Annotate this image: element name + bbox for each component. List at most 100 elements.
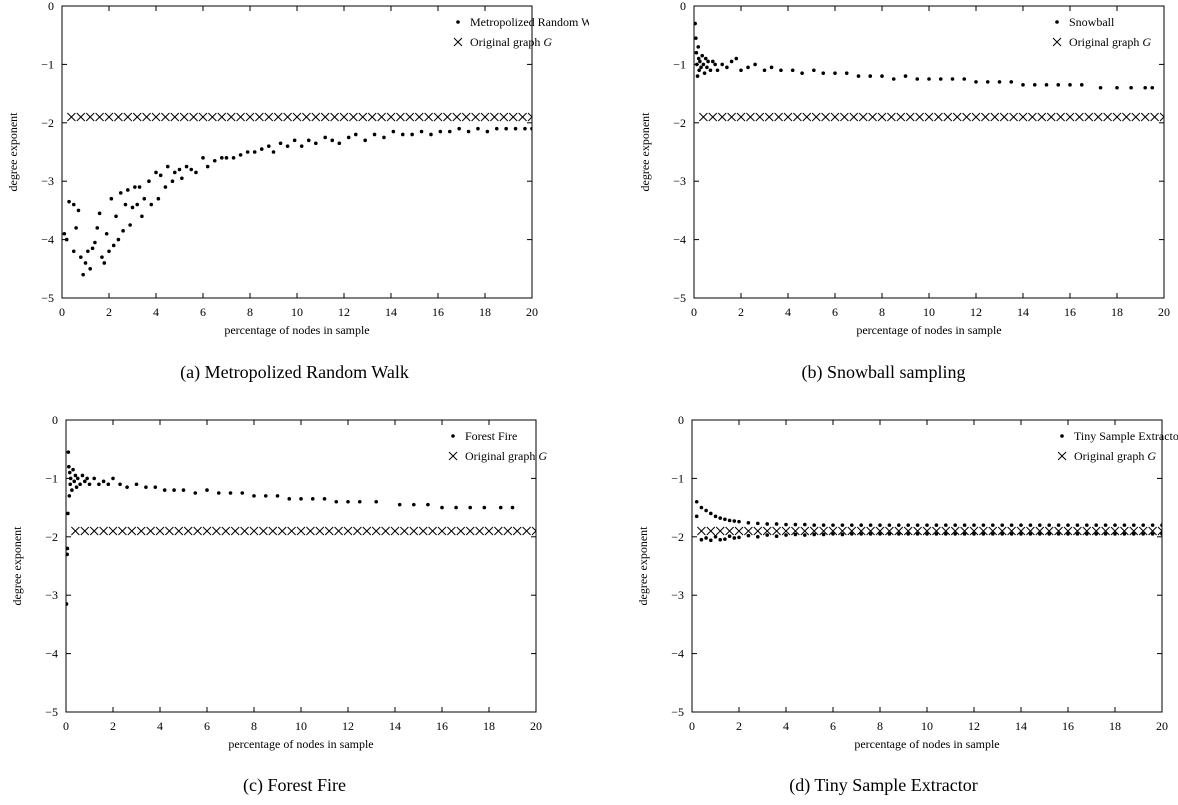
data-point	[1009, 532, 1014, 536]
x-tick-label: 16	[436, 719, 448, 733]
data-point	[330, 138, 335, 143]
data-point	[287, 497, 292, 501]
data-point	[201, 156, 205, 160]
reference-marker	[480, 112, 490, 122]
reference-marker	[296, 526, 306, 536]
reference-marker	[302, 112, 311, 122]
data-point	[83, 261, 88, 265]
data-point	[711, 59, 715, 64]
data-point	[897, 523, 901, 527]
x-tick-label: 8	[877, 719, 883, 733]
data-point	[774, 522, 779, 526]
reference-marker	[292, 112, 302, 122]
data-point	[74, 485, 79, 489]
data-point	[897, 532, 901, 536]
y-axis-label: degree exponent	[10, 526, 24, 606]
data-point	[880, 74, 884, 78]
data-point	[189, 167, 194, 172]
reference-marker	[887, 112, 896, 122]
data-point	[170, 179, 175, 183]
data-point	[1129, 85, 1133, 90]
data-point	[494, 126, 499, 131]
data-point	[859, 523, 863, 527]
data-point	[180, 176, 184, 181]
data-point	[100, 255, 104, 259]
y-tick-label: −4	[673, 233, 686, 247]
x-tick-label: 6	[204, 719, 210, 733]
reference-marker	[67, 112, 76, 122]
data-point	[85, 476, 89, 481]
data-point	[694, 50, 699, 55]
legend-label: Original graph G	[1069, 35, 1151, 49]
data-point	[793, 522, 798, 527]
x-tick-label: 14	[1017, 305, 1029, 319]
data-point	[696, 45, 701, 49]
data-point	[513, 126, 518, 131]
reference-marker	[821, 112, 830, 122]
reference-marker	[183, 526, 193, 536]
data-point	[784, 522, 788, 527]
y-tick-label: −2	[41, 116, 54, 130]
reference-marker	[1120, 526, 1129, 536]
data-point	[985, 80, 990, 84]
reference-marker	[471, 112, 480, 122]
plot-frame	[693, 5, 1165, 299]
reference-marker	[699, 112, 708, 122]
data-point	[790, 68, 795, 73]
x-tick-label: 0	[691, 305, 697, 319]
data-point	[1094, 532, 1098, 536]
reference-marker	[932, 526, 941, 536]
reference-marker	[136, 526, 146, 536]
data-point	[135, 202, 139, 207]
data-point	[1019, 532, 1023, 536]
legend-label: Metropolized Random Walk	[470, 15, 589, 29]
data-point	[400, 132, 405, 137]
data-point	[981, 523, 986, 527]
data-point	[447, 129, 452, 134]
data-point	[97, 211, 102, 216]
caption-c: (c) Forest Fire	[243, 775, 346, 795]
data-point	[75, 476, 80, 481]
data-point	[887, 523, 892, 527]
reference-marker	[221, 526, 231, 536]
x-tick-label: 4	[783, 719, 789, 733]
data-point	[334, 499, 339, 504]
data-point	[991, 523, 995, 527]
x-tick-label: 14	[1015, 719, 1027, 733]
reference-marker	[114, 112, 123, 122]
reference-marker	[518, 112, 527, 122]
reference-marker	[950, 526, 960, 536]
data-point	[934, 523, 939, 527]
data-point	[111, 476, 115, 481]
reference-marker	[755, 112, 765, 122]
caption-b: (b) Snowball sampling	[801, 362, 966, 382]
data-point	[1160, 523, 1162, 527]
data-point	[1047, 532, 1051, 536]
y-tick-label: −4	[41, 233, 54, 247]
reference-marker	[915, 112, 924, 122]
data-point	[765, 522, 769, 526]
data-point	[700, 53, 705, 58]
data-point	[694, 36, 698, 40]
data-point	[831, 532, 835, 536]
reference-marker	[762, 526, 772, 536]
reference-marker	[405, 112, 415, 122]
data-point	[903, 74, 908, 78]
reference-marker	[772, 526, 781, 536]
data-point	[382, 135, 386, 140]
data-point	[701, 62, 706, 67]
chart-panel-b: 0 2 4 6 8 10 12 14 16 18 20 0 −1 −2 −3 −4 −5 percentage o…	[589, 0, 1178, 345]
data-point	[878, 532, 882, 536]
data-point	[66, 552, 69, 557]
data-point	[184, 164, 189, 169]
data-point	[1021, 83, 1025, 87]
reference-marker	[132, 112, 142, 122]
reference-marker	[746, 112, 755, 122]
reference-marker	[433, 112, 443, 122]
reference-marker	[1112, 112, 1122, 122]
legend-dot-marker	[451, 434, 455, 438]
data-point	[429, 132, 433, 137]
caption-a: (a) Metropolized Random Walk	[180, 362, 409, 382]
reference-marker	[1065, 112, 1075, 122]
data-point	[231, 156, 236, 160]
